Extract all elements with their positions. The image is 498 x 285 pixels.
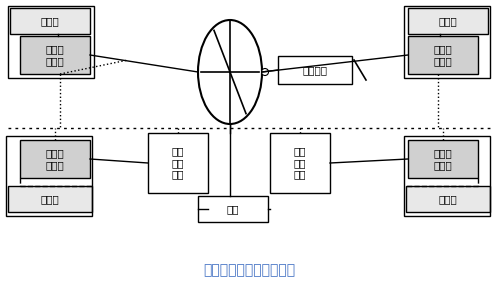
Bar bbox=[408, 140, 478, 178]
Bar bbox=[8, 186, 92, 212]
Bar bbox=[408, 36, 478, 74]
Text: 电动轮: 电动轮 bbox=[41, 16, 59, 26]
Text: 车辆
管理
系统: 车辆 管理 系统 bbox=[172, 146, 184, 180]
Text: 电动轮: 电动轮 bbox=[439, 194, 457, 204]
Ellipse shape bbox=[198, 20, 262, 124]
Bar bbox=[278, 56, 352, 84]
Bar bbox=[20, 36, 90, 74]
Bar bbox=[406, 186, 490, 212]
Text: 分布式驱动电动汽车结构: 分布式驱动电动汽车结构 bbox=[203, 263, 295, 277]
Circle shape bbox=[261, 68, 268, 76]
Text: 电动机
控制器: 电动机 控制器 bbox=[46, 148, 64, 170]
Bar bbox=[8, 6, 94, 78]
Text: 电池: 电池 bbox=[227, 204, 239, 214]
Bar bbox=[404, 136, 490, 216]
Text: 电动轮: 电动轮 bbox=[41, 194, 59, 204]
Bar bbox=[408, 8, 488, 34]
Bar bbox=[148, 133, 208, 193]
Bar bbox=[270, 133, 330, 193]
Bar bbox=[198, 196, 268, 222]
Text: 电动机
控制器: 电动机 控制器 bbox=[434, 148, 452, 170]
Text: 电动机
控制器: 电动机 控制器 bbox=[434, 44, 452, 66]
Text: 电动轮: 电动轮 bbox=[439, 16, 457, 26]
Bar bbox=[20, 140, 90, 178]
Text: 电子油门: 电子油门 bbox=[302, 65, 328, 75]
Bar bbox=[10, 8, 90, 34]
Text: 电池
管理
系统: 电池 管理 系统 bbox=[294, 146, 306, 180]
Bar bbox=[404, 6, 490, 78]
Bar bbox=[6, 136, 92, 216]
Text: 电动机
控制器: 电动机 控制器 bbox=[46, 44, 64, 66]
